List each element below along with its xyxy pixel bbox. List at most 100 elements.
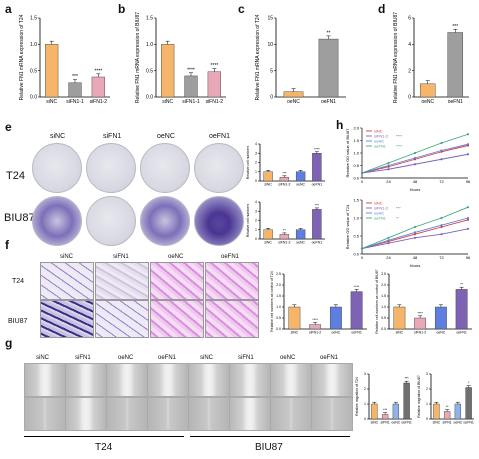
colony-dish-biu87-oeNC [140, 196, 190, 246]
transwell-biu87-oeFN1 [205, 300, 259, 338]
f-label-siFN1: siFN1 [113, 254, 129, 260]
data-point-oeNC [413, 156, 417, 160]
x-tick-label: oeFN1 [456, 331, 467, 335]
y-tick-label: 2.0 [381, 283, 386, 287]
y-tick-label: 3 [255, 209, 257, 213]
bar-siFN1-2 [414, 317, 427, 330]
bar-oeNC [434, 306, 447, 330]
x-tick-label: siNC [264, 241, 272, 245]
legend-significance: ** [396, 215, 400, 220]
data-point-oeFN1 [466, 206, 470, 209]
significance-label: **** [94, 68, 102, 74]
significance-label: *** [315, 203, 320, 207]
bar-oeNC [283, 91, 304, 98]
wound-biu87-oeFN1-24h [311, 397, 353, 431]
transwell-t24-siFN1 [95, 262, 149, 300]
bar-oeFN1 [465, 387, 472, 420]
y-axis-label: Relative FN1 mRNA expression of T24 [255, 14, 261, 100]
chart-h-t24: 0.0 0.5 1.0 1.5 0 24 48 72 96 Hours Relative OD va… [345, 197, 471, 268]
bar-oeFN1 [312, 209, 322, 240]
bar-siNC [288, 306, 301, 330]
colony-dish-biu87-siNC [32, 196, 82, 246]
legend-label-siFN1-2: siFN1-2 [374, 133, 389, 138]
legend-significance: **** [396, 143, 403, 148]
x-tick-label: siFN1 [381, 421, 390, 425]
y-tick-label: 4 [255, 200, 257, 204]
y-tick-label: 1 [364, 402, 366, 406]
chart-d: 0 2 4 6 Relative FN1 mRNA expression of BIU8… [393, 12, 469, 105]
y-tick-label: 0 [426, 417, 428, 421]
x-tick-label: siFN1-2 [309, 331, 321, 335]
significance-label: *** [383, 408, 388, 412]
y-tick-label: 2.5 [276, 272, 281, 276]
x-axis-label: Hours [410, 187, 421, 192]
y-tick-label: 3 [426, 372, 428, 376]
data-point-siFN1-2 [466, 153, 470, 156]
g-label-oeNC-2: oeNC [280, 355, 296, 361]
bar-oeFN1 [403, 382, 410, 420]
f-label-siNC: siNC [60, 254, 73, 260]
panel-label-d: d [378, 2, 386, 16]
significance-label: ** [327, 30, 331, 36]
y-axis-label: Relative FN1 mRNA expression of BIU87 [393, 12, 399, 103]
legend-significance: *** [396, 205, 401, 210]
bar-siNC [45, 44, 59, 98]
x-tick-label: 24 [386, 179, 391, 184]
x-tick-label: 96 [466, 179, 471, 184]
y-tick-label: 2.0 [353, 125, 359, 130]
x-tick-label: siNC [46, 99, 57, 105]
x-tick-label: oeFN1 [463, 421, 474, 425]
y-tick-label: 0.5 [381, 316, 386, 320]
y-tick-label: 1.5 [353, 138, 359, 143]
y-tick-label: 1 [426, 402, 428, 406]
y-tick-label: 2.0 [276, 283, 281, 287]
y-tick-label: 0.0 [353, 251, 359, 256]
data-point-oeFN1 [360, 247, 364, 250]
significance-label: ** [446, 405, 449, 409]
data-point-siFN1-2 [413, 163, 417, 166]
data-point-siNC [466, 218, 470, 221]
x-tick-label: siFN1-2 [206, 99, 224, 105]
transwell-t24-oeFN1 [205, 262, 259, 300]
y-tick-label: 1.0 [353, 215, 359, 220]
transwell-t24-siNC [40, 262, 94, 300]
x-tick-label: oeNC [287, 99, 300, 105]
x-tick-label: oeNC [296, 183, 305, 187]
wound-biu87-oeFN1-0h [311, 363, 353, 397]
chart-g-biu87: 0 1 2 3 Relative migration of BIU87 siNC ** siF… [417, 372, 474, 425]
wound-t24-oeNC-0h [106, 363, 148, 397]
y-axis-label: Relative OD value of T24 [345, 204, 350, 249]
y-tick-label: 1.0 [146, 42, 153, 48]
f-row-t24: T24 [12, 278, 25, 285]
wound-biu87-oeNC-24h [270, 397, 312, 431]
y-tick-label: 1.0 [276, 305, 281, 309]
y-tick-label: 0 [364, 417, 366, 421]
x-tick-label: oeNC [436, 331, 445, 335]
wound-t24-siFN1-24h [65, 397, 107, 431]
x-tick-label: siFN1 [443, 421, 452, 425]
significance-label: **** [187, 67, 195, 73]
y-tick-label: 15 [267, 16, 273, 22]
significance-label: *** [452, 24, 458, 30]
x-tick-label: 72 [439, 255, 444, 260]
wound-t24-siNC-24h [24, 397, 66, 431]
y-tick-label: 3 [364, 372, 366, 376]
x-tick-label: oeFN1 [448, 99, 463, 105]
x-tick-label: siFN1-1 [182, 99, 200, 105]
x-tick-label: oeNC [296, 241, 305, 245]
wound-biu87-siFN1-0h [229, 363, 271, 397]
y-tick-label: 0.0 [381, 327, 386, 331]
colony-dish-t24-oeFN1 [194, 143, 244, 193]
e-label-siNC: siNC [50, 133, 66, 140]
wound-biu87-siNC-24h [188, 397, 230, 431]
data-point-oeFN1 [466, 133, 470, 136]
x-tick-label: siNC [162, 99, 173, 105]
g-group-biu87: BIU87 [255, 442, 283, 453]
legend-label-oeNC: oeNC [374, 210, 384, 215]
x-tick-label: siNC [291, 331, 299, 335]
y-tick-label: 1.5 [276, 294, 281, 298]
g-label-oeNC: oeNC [118, 355, 134, 361]
bar-siFN1-1 [184, 75, 198, 98]
transwell-t24-oeNC [150, 262, 204, 300]
bar-siFN1-2 [279, 177, 290, 182]
